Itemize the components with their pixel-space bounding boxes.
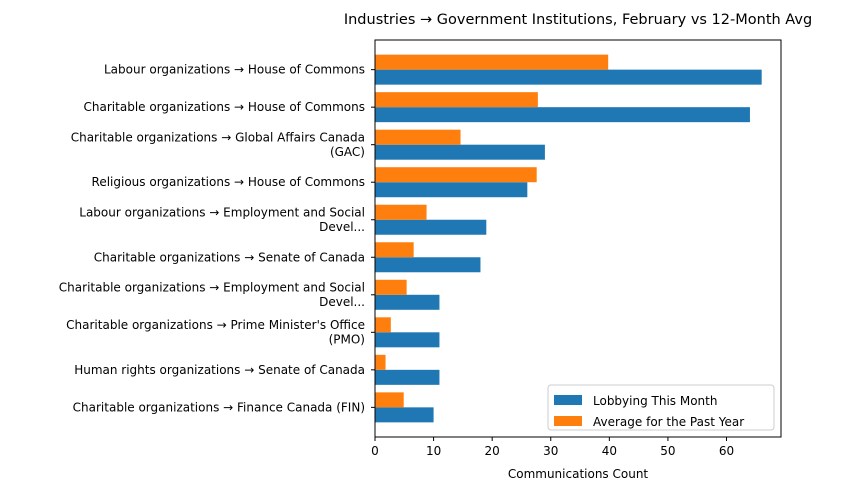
y-tick-label: Labour organizations → House of Commons: [104, 63, 365, 77]
bar-this-month-8: [375, 369, 440, 385]
chart-title: Industries → Government Institutions, Fe…: [344, 12, 812, 28]
x-axis-label: Communications Count: [508, 467, 649, 481]
legend-label: Lobbying This Month: [593, 394, 717, 408]
y-tick-label: Charitable organizations → Senate of Can…: [94, 250, 365, 264]
legend-label: Average for the Past Year: [593, 415, 744, 429]
y-tick-label: Devel...: [319, 220, 365, 234]
plot-frame: [374, 39, 782, 438]
bar-this-month-6: [375, 294, 440, 310]
bar-past-year-avg-7: [375, 317, 391, 333]
legend-swatch: [554, 395, 582, 405]
y-tick-label: Religious organizations → House of Commo…: [92, 175, 365, 189]
bar-this-month-5: [375, 257, 481, 273]
bar-past-year-avg-6: [375, 279, 407, 295]
bar-past-year-avg-2: [375, 129, 461, 145]
bar-past-year-avg-0: [375, 54, 609, 70]
bar-this-month-3: [375, 182, 528, 198]
x-tick-label: 30: [543, 444, 558, 458]
y-tick-label: (GAC): [330, 145, 365, 159]
bar-past-year-avg-4: [375, 204, 427, 220]
legend-swatch: [554, 416, 582, 426]
y-tick-label: Charitable organizations → House of Comm…: [84, 100, 365, 114]
y-tick-label: Devel...: [319, 295, 365, 309]
y-tick-label: Charitable organizations → Global Affair…: [71, 130, 365, 144]
x-tick-label: 10: [426, 444, 441, 458]
bar-past-year-avg-8: [375, 354, 386, 370]
bar-this-month-9: [375, 407, 434, 423]
bar-past-year-avg-1: [375, 92, 538, 108]
bar-this-month-2: [375, 144, 545, 160]
bar-this-month-7: [375, 332, 440, 348]
y-tick-label: Labour organizations → Employment and So…: [79, 205, 365, 219]
bar-past-year-avg-3: [375, 167, 537, 183]
x-tick-label: 0: [371, 444, 379, 458]
x-tick-label: 20: [485, 444, 500, 458]
legend-box: [547, 384, 775, 431]
legend: Lobbying This Month Average for the Past …: [547, 384, 775, 431]
y-tick-label: Human rights organizations → Senate of C…: [74, 363, 365, 377]
bar-past-year-avg-5: [375, 242, 414, 258]
x-tick-label: 40: [602, 444, 617, 458]
y-tick-label: (PMO): [329, 333, 365, 347]
y-tick-label: Charitable organizations → Prime Ministe…: [66, 318, 365, 332]
bar-this-month-4: [375, 219, 487, 235]
bar-this-month-0: [375, 69, 762, 85]
y-tick-label: Charitable organizations → Employment an…: [59, 281, 365, 295]
x-tick-label: 60: [719, 444, 734, 458]
y-tick-label: Charitable organizations → Finance Canad…: [73, 400, 365, 414]
x-tick-label: 50: [660, 444, 675, 458]
bar-past-year-avg-9: [375, 392, 404, 408]
bar-this-month-1: [375, 107, 750, 123]
